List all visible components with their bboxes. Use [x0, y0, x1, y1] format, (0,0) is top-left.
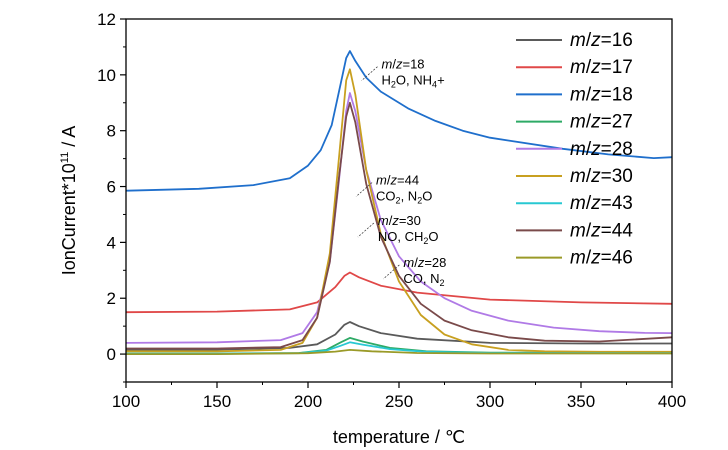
legend-label: m/z=16: [570, 30, 633, 51]
annotation-species: H2O, NH4+: [382, 73, 445, 90]
x-tick-label: 400: [658, 392, 686, 411]
series-lines: [125, 50, 673, 356]
legend-label: m/z=28: [570, 139, 633, 160]
series-line-m-z-16: [125, 321, 672, 351]
series-line-m-z-18: [125, 50, 673, 192]
legend-label: m/z=46: [570, 248, 633, 269]
x-axis-title: temperature / ℃: [333, 427, 465, 447]
y-tick-label: 2: [107, 289, 116, 308]
legend-label: m/z=43: [570, 193, 633, 214]
axes: 100 150 200 250 300 350 400 0 2 4 6 8 10 12: [97, 10, 686, 411]
annotation-label: m/z=18: [382, 57, 425, 72]
y-tick-label: 0: [107, 345, 116, 364]
annotation-label: m/z=28: [403, 255, 446, 270]
y-axis-title: IonCurrent*1011 / A: [59, 126, 79, 276]
x-tick-label: 150: [203, 392, 231, 411]
y-tick-label: 12: [97, 10, 116, 29]
annotation-label: m/z=44: [376, 173, 419, 188]
legend-label: m/z=18: [570, 84, 633, 105]
annotation-label: m/z=30: [378, 213, 421, 228]
x-tick-label: 200: [294, 392, 322, 411]
y-tick-label: 6: [107, 178, 116, 197]
legend: m/z=16 m/z=17 m/z=18 m/z=27 m/z=28 m/z=30 m/z=…: [516, 30, 633, 269]
x-tick-label: 300: [476, 392, 504, 411]
series-line-m-z-30: [126, 68, 672, 353]
series-line-m-z-17: [125, 271, 673, 314]
annotation-species: NO, CH2O: [378, 229, 439, 246]
annotation-species: CO2, N2O: [376, 189, 432, 206]
annotation-pointer: [355, 182, 373, 197]
legend-label: m/z=44: [570, 220, 633, 241]
series-line-m-z-44: [126, 101, 673, 350]
legend-label: m/z=27: [570, 112, 633, 133]
y-tick-label: 8: [107, 122, 116, 141]
x-tick-label: 350: [567, 392, 595, 411]
annotation-pointer: [361, 66, 378, 81]
annotation-pointer: [383, 264, 400, 280]
legend-label: m/z=17: [570, 57, 633, 78]
annotation-species: CO, N2: [403, 271, 444, 288]
y-tick-label: 10: [97, 66, 116, 85]
x-tick-label: 250: [385, 392, 413, 411]
series-line-m-z-46: [126, 348, 672, 356]
y-tick-label: 4: [107, 233, 116, 252]
annotation-pointer: [357, 222, 375, 238]
x-tick-label: 100: [112, 392, 140, 411]
y-axis-title-text: IonCurrent*1011 / A: [59, 126, 79, 276]
legend-label: m/z=30: [570, 166, 633, 187]
